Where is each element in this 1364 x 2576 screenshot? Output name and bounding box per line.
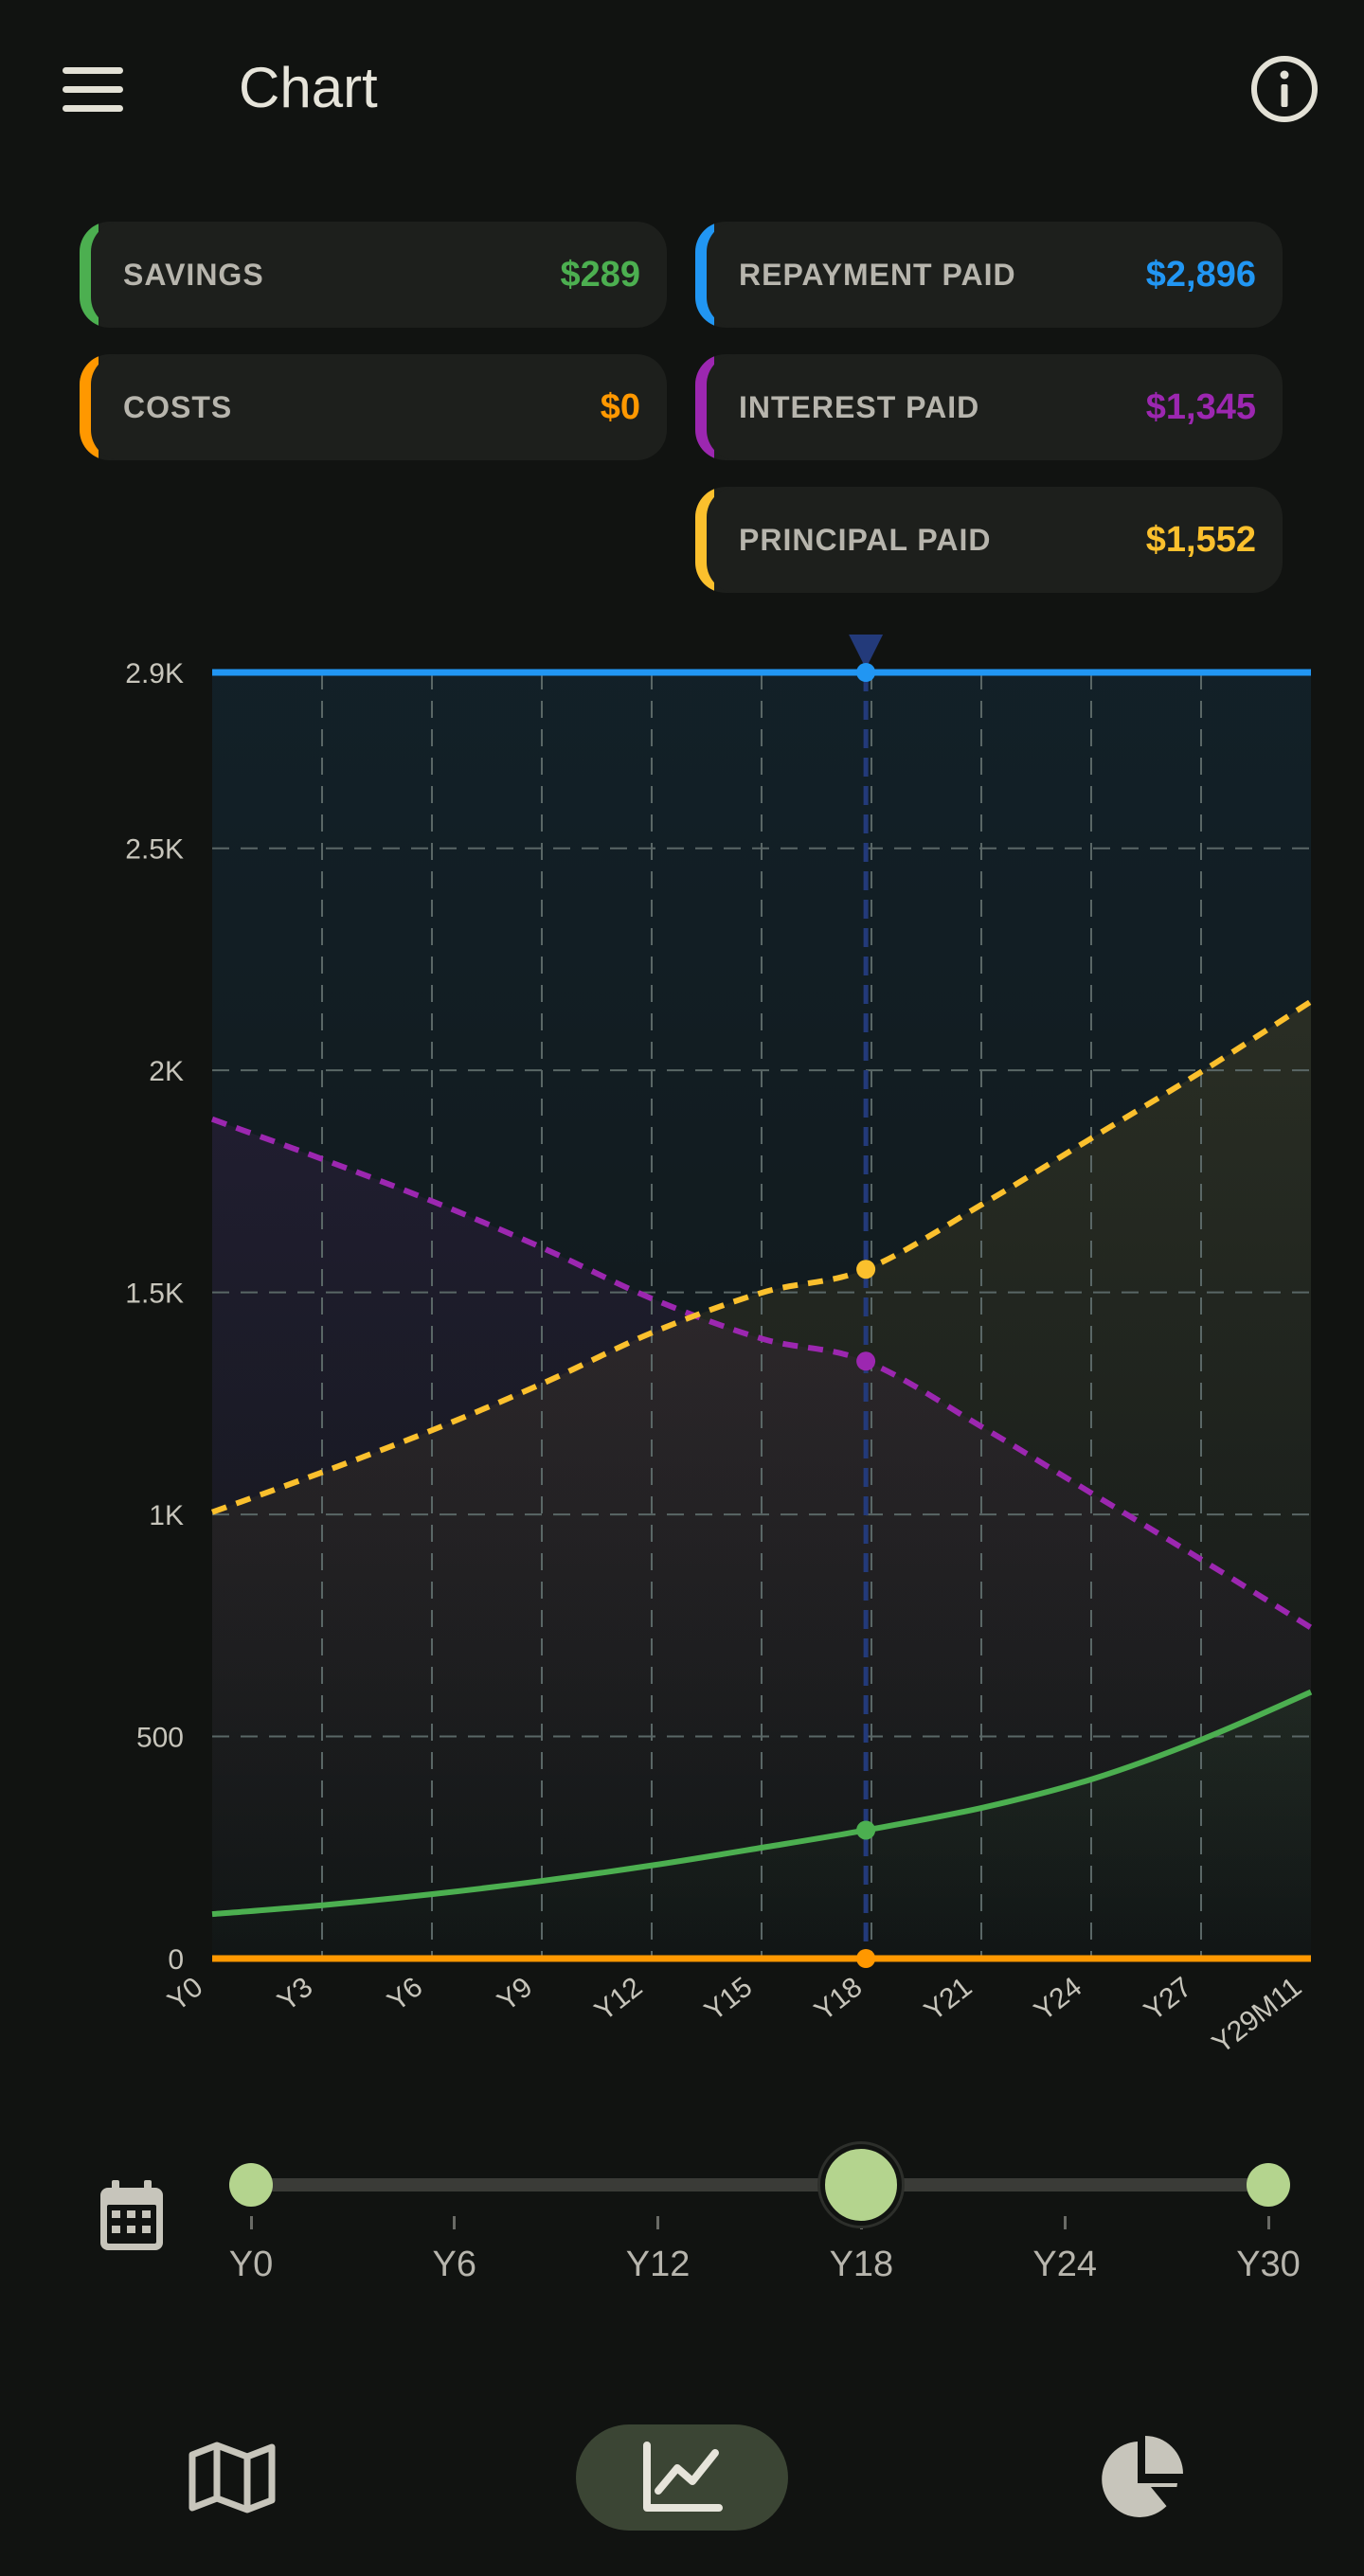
year-slider-thumb[interactable]	[820, 2144, 903, 2226]
card-costs[interactable]: COSTS $0	[80, 354, 667, 460]
range-end-handle[interactable]	[1247, 2163, 1290, 2207]
savings-line	[211, 1689, 1313, 1918]
card-accent	[80, 222, 129, 328]
card-label: REPAYMENT PAID	[739, 257, 1016, 292]
selection-point	[856, 1820, 876, 1840]
card-label: INTEREST PAID	[739, 389, 980, 424]
x-tick-label: Y3	[272, 1972, 318, 2018]
card-accent	[695, 487, 745, 593]
x-tick-label: Y27	[1139, 1972, 1197, 2028]
y-tick-label: 2K	[149, 1056, 184, 1087]
slider-tick	[656, 2216, 660, 2229]
x-tick-label: Y24	[1029, 1972, 1087, 2028]
menu-button[interactable]	[45, 51, 140, 127]
info-icon[interactable]	[1248, 53, 1320, 125]
slider-label: Y12	[625, 2245, 691, 2284]
bottom-navigation	[0, 2396, 1364, 2576]
page-title: Chart	[239, 56, 378, 119]
x-tick-label: Y12	[589, 1972, 648, 2028]
pie-chart-icon	[1102, 2436, 1183, 2517]
x-tick-label: Y6	[382, 1972, 428, 2018]
card-accent	[80, 354, 129, 460]
y-tick-label: 2.9K	[125, 658, 184, 689]
slider-label: Y6	[432, 2245, 477, 2284]
card-value: $0	[600, 386, 640, 427]
y-tick-label: 2.5K	[125, 834, 184, 866]
y-tick-label: 0	[168, 1944, 184, 1976]
slider-track[interactable]	[251, 2178, 1268, 2191]
selection-point	[856, 1949, 876, 1968]
y-tick-label: 500	[136, 1723, 184, 1754]
y-tick-label: 1K	[149, 1500, 184, 1531]
card-accent	[695, 222, 745, 328]
slider-label: Y24	[1032, 2245, 1097, 2284]
card-accent	[695, 354, 745, 460]
y-tick-label: 1.5K	[125, 1279, 184, 1310]
savings-area	[212, 1691, 1311, 1959]
x-tick-label: Y21	[919, 1972, 978, 2028]
principal-line	[210, 998, 1313, 1515]
card-label: SAVINGS	[123, 257, 264, 292]
card-principal-paid[interactable]: PRINCIPAL PAID $1,552	[695, 487, 1283, 593]
hamburger-icon	[63, 66, 123, 74]
map-icon	[188, 2442, 276, 2513]
chart-icon	[643, 2442, 723, 2512]
range-start-handle[interactable]	[229, 2163, 273, 2207]
slider-label: Y30	[1236, 2245, 1301, 2284]
card-value: $289	[560, 254, 640, 295]
card-label: COSTS	[123, 389, 233, 424]
selection-point	[856, 663, 876, 682]
card-label: PRINCIPAL PAID	[739, 522, 992, 557]
x-tick-label: Y15	[699, 1972, 758, 2028]
selection-point	[856, 1260, 876, 1279]
selection-point	[856, 1351, 876, 1371]
x-tick-label: Y29M11	[1207, 1972, 1308, 2060]
slider-tick	[1063, 2216, 1067, 2229]
x-tick-label: Y0	[162, 1972, 208, 2018]
card-savings[interactable]: SAVINGS $289	[80, 222, 667, 328]
x-tick-label: Y18	[809, 1972, 868, 2028]
card-value: $2,896	[1145, 254, 1256, 295]
slider-tick	[249, 2216, 253, 2229]
interest-line	[210, 1116, 1313, 1631]
nav-map[interactable]	[170, 2424, 294, 2531]
app-bar: Chart	[0, 0, 1364, 180]
slider-label: Y18	[829, 2245, 894, 2284]
slider-label: Y0	[228, 2245, 274, 2284]
slider-tick	[1266, 2216, 1270, 2229]
card-interest-paid[interactable]: INTEREST PAID $1,345	[695, 354, 1283, 460]
nav-breakdown[interactable]	[1089, 2424, 1194, 2531]
calendar-icon[interactable]	[99, 2180, 165, 2252]
selection-marker	[849, 635, 884, 669]
x-tick-label: Y9	[492, 1972, 538, 2018]
card-value: $1,552	[1145, 519, 1256, 560]
year-slider-area: Y0 Y6 Y12 Y18 Y24 Y30	[0, 2140, 1364, 2311]
card-repayment-paid[interactable]: REPAYMENT PAID $2,896	[695, 222, 1283, 328]
loan-chart[interactable]: 0 500 1K 1.5K 2K 2.5K 2.9K Y0 Y3 Y6 Y9 Y12 Y15 Y18 Y21…	[0, 616, 1364, 2065]
nav-chart[interactable]	[576, 2424, 788, 2531]
slider-tick	[453, 2216, 457, 2229]
card-value: $1,345	[1145, 386, 1256, 427]
